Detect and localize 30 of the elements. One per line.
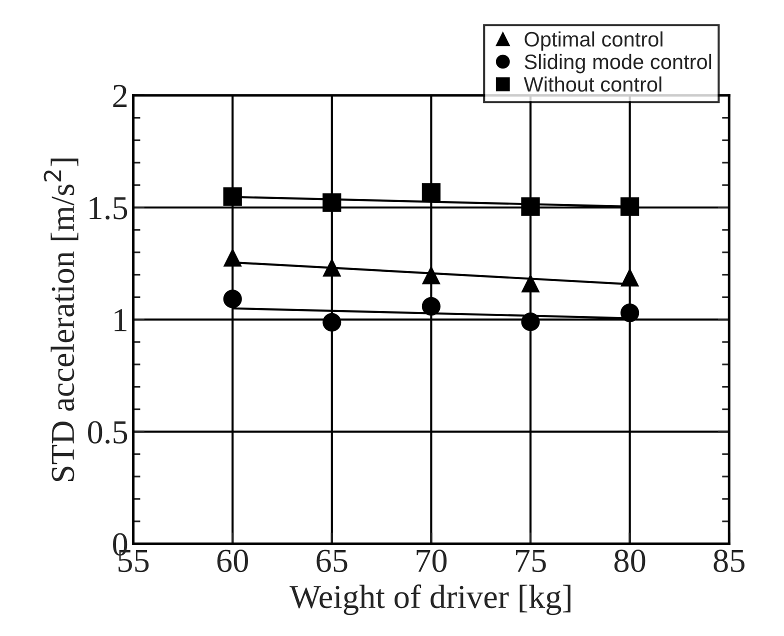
- y-tick-label: 1.5: [90, 197, 128, 220]
- y-tick-label: 0.5: [88, 421, 128, 444]
- point: [620, 197, 640, 216]
- point: [223, 290, 242, 308]
- point: [223, 248, 242, 267]
- x-tick-label: 60: [217, 550, 248, 572]
- x-tick-label: 75: [516, 550, 546, 572]
- point: [521, 312, 540, 332]
- y-axis-title: STD acceleration [m/s$^{2}$]: [44, 158, 78, 482]
- legend-label: Optimal control: [524, 31, 662, 51]
- x-tick-label: 80: [614, 550, 646, 572]
- y-tick-label: 1: [114, 309, 126, 332]
- point: [422, 266, 441, 284]
- point: [322, 312, 342, 332]
- point: [223, 187, 242, 206]
- point: [620, 304, 640, 322]
- legend-label: Without control: [524, 76, 662, 92]
- point: [322, 258, 342, 277]
- x-axis-title: Weight of driver [kg]: [290, 584, 570, 616]
- point: [322, 193, 342, 212]
- x-tick-label: 65: [316, 550, 348, 572]
- x-tick-label: 70: [416, 550, 447, 572]
- point: [422, 183, 441, 202]
- point: [422, 297, 441, 316]
- point: [620, 268, 640, 287]
- legend-label: Sliding mode control: [524, 54, 712, 74]
- y-tick-label: 2: [113, 84, 127, 107]
- point: [521, 274, 540, 292]
- x-tick-label: 85: [714, 550, 744, 572]
- point: [521, 197, 540, 216]
